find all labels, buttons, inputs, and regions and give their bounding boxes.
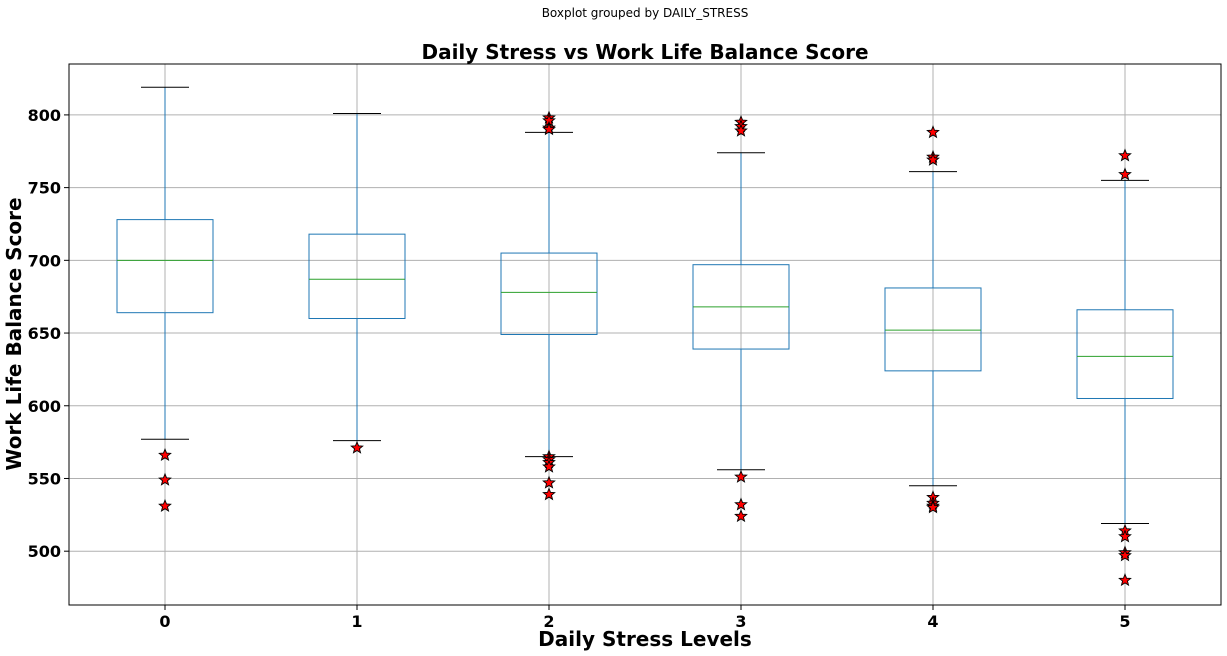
boxes <box>116 86 1174 587</box>
x-tick-label: 5 <box>1119 612 1130 631</box>
x-tick-label: 2 <box>543 612 554 631</box>
grid <box>69 64 1221 605</box>
outlier-point <box>734 123 748 137</box>
x-ticks: 0 1 2 3 4 5 <box>159 605 1131 631</box>
box-group-3 <box>692 114 790 523</box>
outlier-point <box>734 497 748 511</box>
outlier-point <box>542 475 556 489</box>
x-tick-label: 3 <box>735 612 746 631</box>
plot-frame <box>68 63 1222 606</box>
outlier-point <box>158 498 172 512</box>
iqr-box <box>308 233 406 320</box>
y-tick-label: 750 <box>28 179 61 198</box>
iqr-box <box>1076 309 1174 399</box>
y-tick-label: 650 <box>28 324 61 343</box>
x-axis-label: Daily Stress Levels <box>538 627 752 651</box>
iqr-box <box>116 219 214 314</box>
outlier-point <box>158 472 172 486</box>
outlier-point <box>734 509 748 523</box>
outlier-point <box>542 122 556 136</box>
x-tick-label: 4 <box>927 612 938 631</box>
outlier-point <box>1118 529 1132 543</box>
box-group-2 <box>500 110 598 501</box>
outlier-point <box>542 487 556 501</box>
x-tick-label: 0 <box>159 612 170 631</box>
outlier-point <box>1118 148 1132 162</box>
box-group-4 <box>884 125 982 514</box>
x-tick-label: 1 <box>351 612 362 631</box>
outlier-point <box>926 152 940 166</box>
outlier-point <box>926 500 940 514</box>
chart-title: Daily Stress vs Work Life Balance Score <box>421 40 868 64</box>
y-axis-label: Work Life Balance Score <box>2 197 26 470</box>
outlier-point <box>158 447 172 462</box>
chart-suptitle: Boxplot grouped by DAILY_STRESS <box>542 6 749 20</box>
y-tick-label: 600 <box>28 397 61 416</box>
outlier-point <box>926 125 940 139</box>
box-group-0 <box>116 86 214 512</box>
box-group-5 <box>1076 148 1174 587</box>
y-tick-label: 500 <box>28 542 61 561</box>
outlier-point <box>542 459 556 473</box>
y-ticks: 500 550 600 650 700 750 800 <box>28 106 69 561</box>
outlier-point <box>1118 167 1132 181</box>
iqr-box <box>884 287 982 372</box>
outlier-point <box>350 440 364 454</box>
y-tick-label: 550 <box>28 469 61 488</box>
box-group-1 <box>308 112 406 454</box>
outlier-point <box>1118 548 1132 562</box>
iqr-box <box>500 252 598 335</box>
y-tick-label: 700 <box>28 251 61 270</box>
y-tick-label: 800 <box>28 106 61 125</box>
outlier-point <box>1118 573 1132 587</box>
outlier-point <box>734 469 748 483</box>
